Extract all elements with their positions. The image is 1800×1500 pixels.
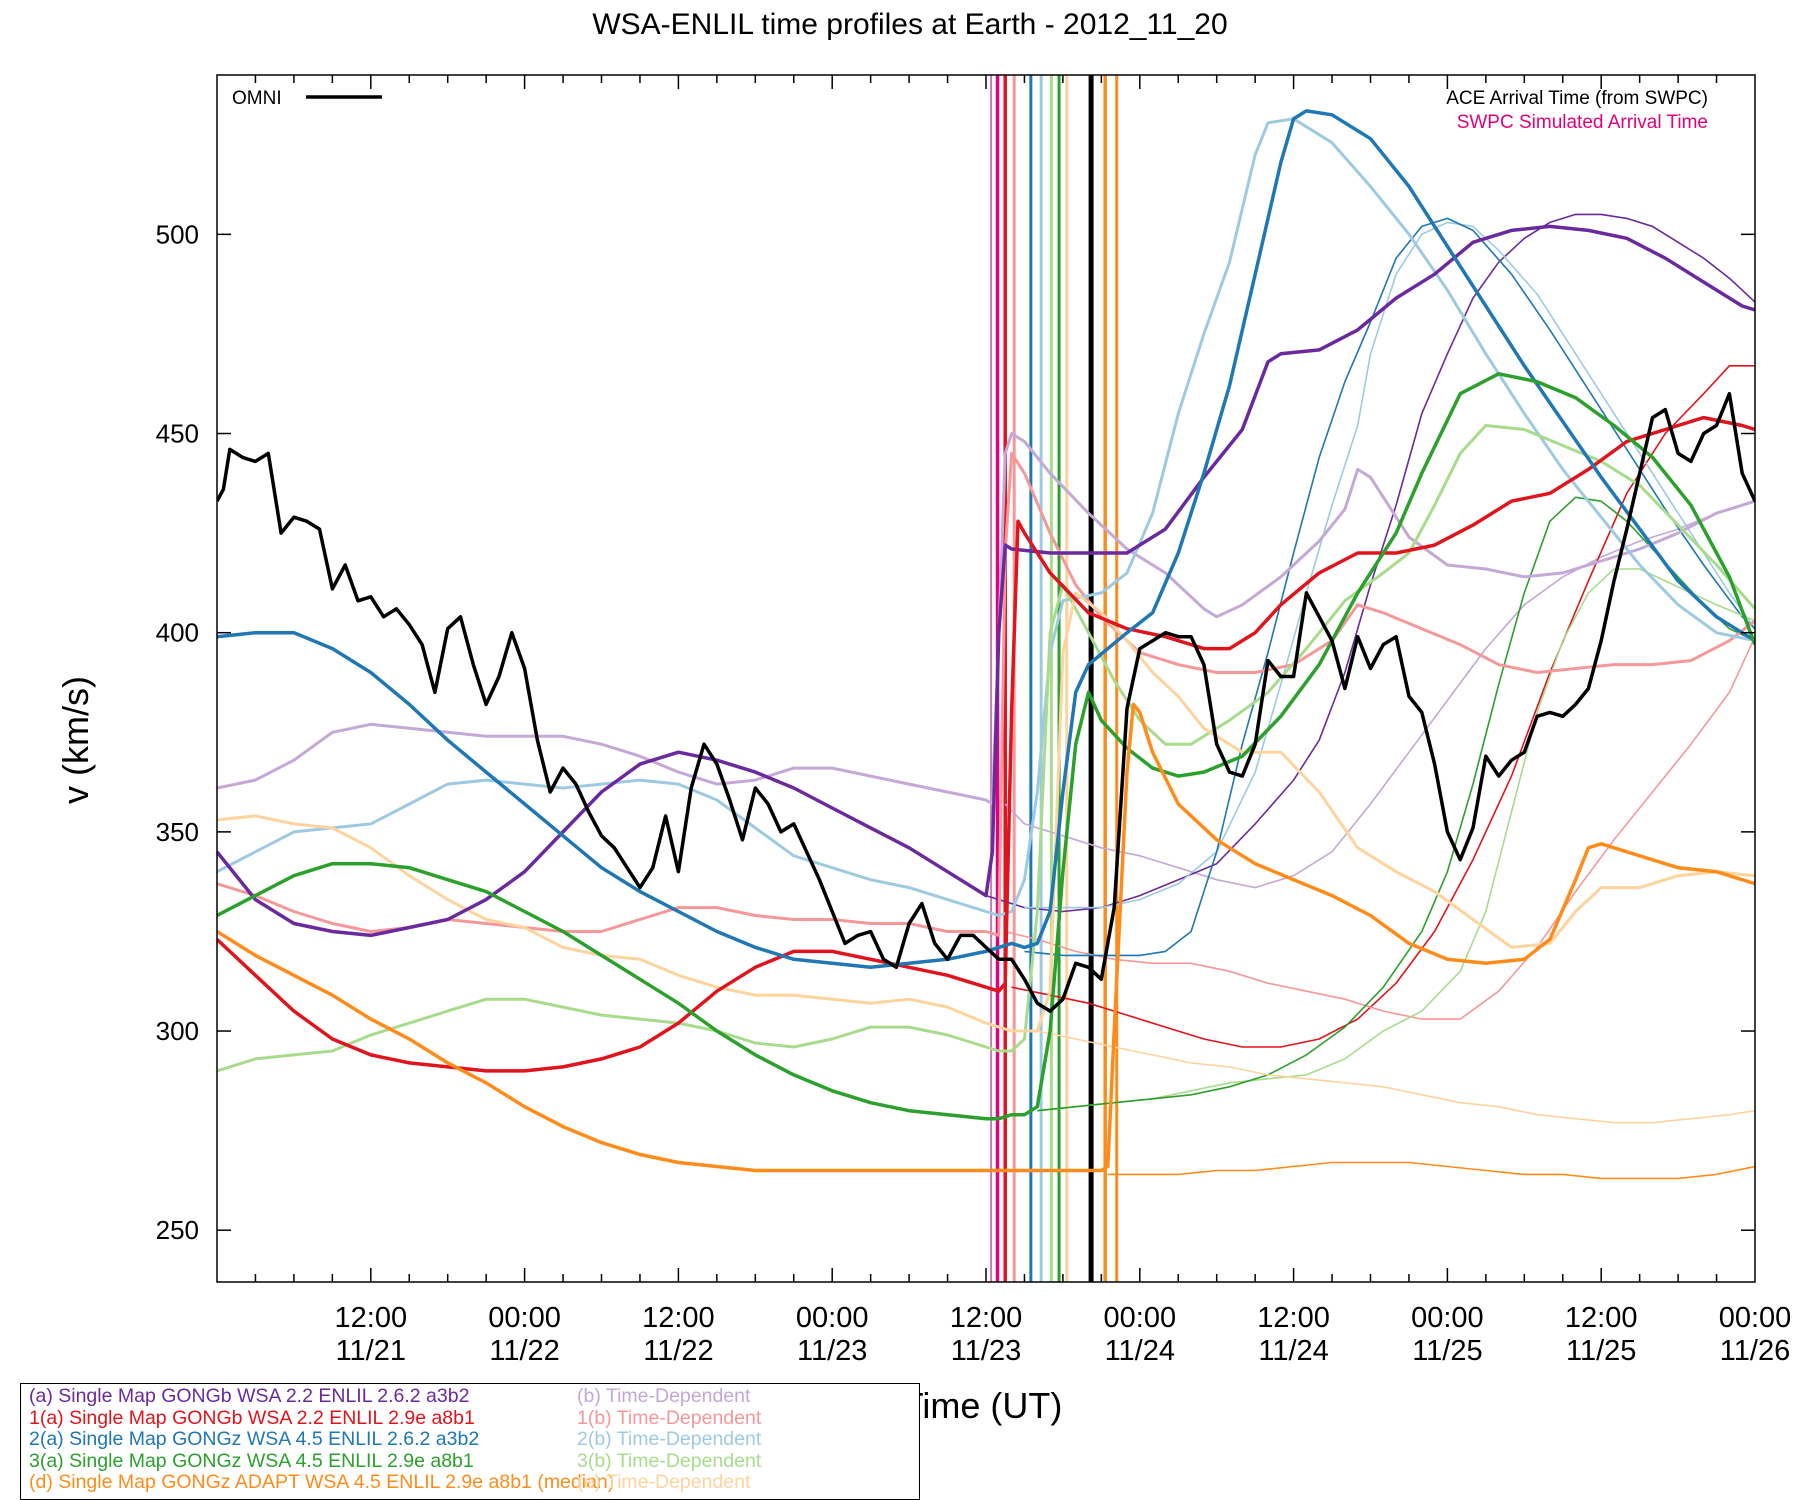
series-line [1011, 365, 1755, 1048]
axes: 25030035040045050012:0011/2100:0011/2212… [156, 75, 1792, 1367]
legend-row: 1(a) Single Map GONGb WSA 2.2 ENLIL 2.9e… [29, 1406, 919, 1430]
x-tick-label-time: 12:00 [950, 1302, 1023, 1334]
y-tick-label: 350 [156, 817, 199, 847]
series-line [217, 109, 1755, 970]
series-line [985, 213, 1755, 913]
x-tick-label-date: 11/24 [1105, 1335, 1175, 1367]
x-tick-label-date: 11/25 [1412, 1335, 1482, 1367]
series-line [217, 224, 1755, 938]
legend-entry: (b) Time-Dependent [577, 1385, 751, 1407]
x-tick-label-time: 00:00 [1719, 1302, 1792, 1334]
legend-entry: 1(a) Single Map GONGb WSA 2.2 ENLIL 2.9e… [29, 1406, 475, 1429]
legend-row: (a) Single Map GONGb WSA 2.2 ENLIL 2.6.2… [29, 1385, 919, 1408]
series-line [217, 424, 1755, 1073]
x-tick-label-date: 11/22 [643, 1335, 713, 1367]
series-line [1024, 221, 1755, 909]
series-line [1024, 217, 1755, 957]
legend-swpc-simulated: SWPC Simulated Arrival Time [1457, 112, 1708, 133]
y-tick-label: 450 [156, 419, 199, 449]
x-tick-label-date: 11/23 [951, 1335, 1021, 1367]
legend-arrival: ACE Arrival Time (from SWPC) SWPC Simula… [1446, 88, 1708, 133]
legend-row: 2(a) Single Map GONGz WSA 4.5 ENLIL 2.6.… [29, 1428, 919, 1451]
legend-entry: (d) Single Map GONGz ADAPT WSA 4.5 ENLIL… [29, 1471, 615, 1493]
x-tick-label-date: 11/24 [1258, 1335, 1328, 1367]
x-tick-label-time: 00:00 [1104, 1302, 1177, 1334]
x-tick-label-time: 12:00 [642, 1302, 715, 1334]
x-tick-label-time: 00:00 [1411, 1302, 1484, 1334]
x-axis-label: Time (UT) [902, 1385, 1063, 1426]
series-line [1037, 568, 1755, 1112]
y-tick-label: 300 [156, 1016, 199, 1046]
plot-frame [216, 74, 1756, 1283]
x-tick-label-time: 12:00 [1565, 1302, 1638, 1334]
arrival-lines [990, 75, 1119, 1282]
legend-omni-label: OMNI [232, 88, 282, 109]
x-tick-label-date: 11/23 [797, 1335, 867, 1367]
series-line [1004, 500, 1755, 889]
omni-line-group [217, 391, 1755, 1013]
x-tick-label-date: 11/26 [1720, 1335, 1790, 1367]
legend-omni: OMNI [232, 88, 382, 109]
x-tick-label-time: 00:00 [488, 1302, 561, 1334]
series-line [1037, 1030, 1755, 1124]
legend-entry: (a) Single Map GONGb WSA 2.2 ENLIL 2.6.2… [29, 1385, 470, 1407]
x-tick-label-date: 11/21 [336, 1335, 406, 1367]
x-tick-label-date: 11/22 [489, 1335, 559, 1367]
legend-entry: 3(a) Single Map GONGz WSA 4.5 ENLIL 2.9e… [29, 1449, 474, 1472]
legend-entry: (e) Time-Dependent [577, 1471, 751, 1493]
omni-line [217, 391, 1755, 1013]
legend-ace-arrival: ACE Arrival Time (from SWPC) [1446, 88, 1708, 109]
x-tick-label-date: 11/25 [1566, 1335, 1636, 1367]
series-line [217, 702, 1755, 1173]
legend-row: 3(a) Single Map GONGz WSA 4.5 ENLIL 2.9e… [29, 1449, 919, 1473]
series-line [1107, 1161, 1755, 1180]
legend-entry: 1(b) Time-Dependent [577, 1406, 762, 1429]
y-tick-label: 250 [156, 1215, 199, 1245]
legend-entry: 2(a) Single Map GONGz WSA 4.5 ENLIL 2.6.… [29, 1428, 480, 1450]
y-tick-label: 400 [156, 618, 199, 648]
y-axis-label: v (km/s) [55, 676, 96, 804]
series-line [217, 591, 1755, 1033]
series-lines [217, 109, 1755, 1180]
series-line [217, 451, 1755, 937]
series-legend-box: (a) Single Map GONGb WSA 2.2 ENLIL 2.6.2… [20, 1383, 920, 1500]
series-line [1005, 636, 1755, 1020]
legend-row: (d) Single Map GONGz ADAPT WSA 4.5 ENLIL… [29, 1471, 919, 1494]
legend-entry: 3(b) Time-Dependent [577, 1449, 762, 1472]
x-tick-label-time: 12:00 [335, 1302, 408, 1334]
series-line [217, 372, 1755, 1121]
x-tick-label-time: 12:00 [1257, 1302, 1330, 1334]
legend-entry: 2(b) Time-Dependent [577, 1428, 762, 1450]
series-line [1037, 496, 1755, 1112]
y-tick-label: 500 [156, 219, 199, 249]
series-line [217, 415, 1755, 1073]
series-line [217, 432, 1755, 806]
x-tick-label-time: 00:00 [796, 1302, 869, 1334]
chart-title: WSA-ENLIL time profiles at Earth - 2012_… [592, 8, 1227, 41]
series-line [217, 117, 1755, 917]
